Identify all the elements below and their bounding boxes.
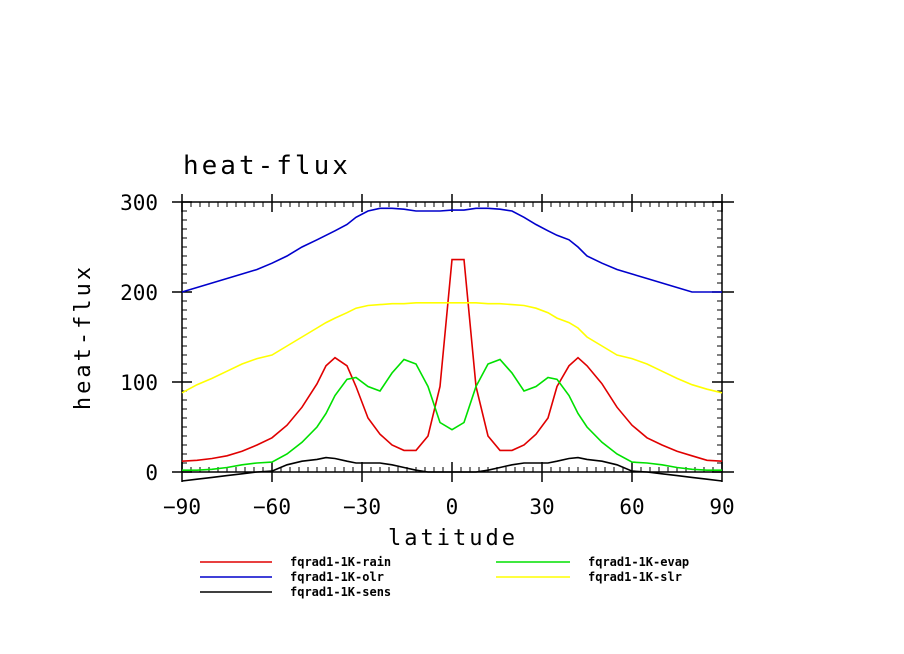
plot-frame [181, 201, 723, 473]
y-axis-label: heat-flux [71, 264, 96, 410]
chart-title: heat-flux [183, 151, 351, 181]
x-tick-label: −90 [163, 495, 201, 519]
x-tick-label: 0 [446, 495, 459, 519]
x-tick-label: 30 [529, 495, 554, 519]
plot-border [181, 201, 723, 473]
x-tick-label: 60 [619, 495, 644, 519]
series-line-fqrad1-1K-sens [181, 456, 723, 482]
legend-label: fqrad1-1K-slr [588, 570, 682, 584]
y-tick-label: 200 [120, 281, 158, 305]
y-tick-label: 0 [145, 461, 158, 485]
x-axis-label: latitude [388, 526, 518, 551]
legend-label: fqrad1-1K-olr [290, 570, 384, 584]
x-tick-label: 90 [709, 495, 734, 519]
legend-label: fqrad1-1K-rain [290, 555, 391, 569]
legend-label: fqrad1-1K-sens [290, 585, 391, 599]
y-tick-label: 100 [120, 371, 158, 395]
y-tick-label: 300 [120, 191, 158, 215]
series-line-fqrad1-1K-rain [181, 258, 723, 462]
x-tick-label: −30 [343, 495, 381, 519]
series-line-fqrad1-1K-evap [182, 358, 722, 472]
legend-label: fqrad1-1K-evap [588, 555, 689, 569]
series-line-fqrad1-1K-olr [181, 207, 722, 293]
axis-ticks: −90 −60 −30 0 30 60 90 0 100 200 300 [120, 191, 735, 519]
series-lines [181, 207, 723, 482]
x-tick-label: −60 [253, 495, 291, 519]
series-line-fqrad1-1K-slr [181, 301, 723, 394]
legend: fqrad1-1K-rainfqrad1-1K-olrfqrad1-1K-sen… [200, 555, 689, 599]
